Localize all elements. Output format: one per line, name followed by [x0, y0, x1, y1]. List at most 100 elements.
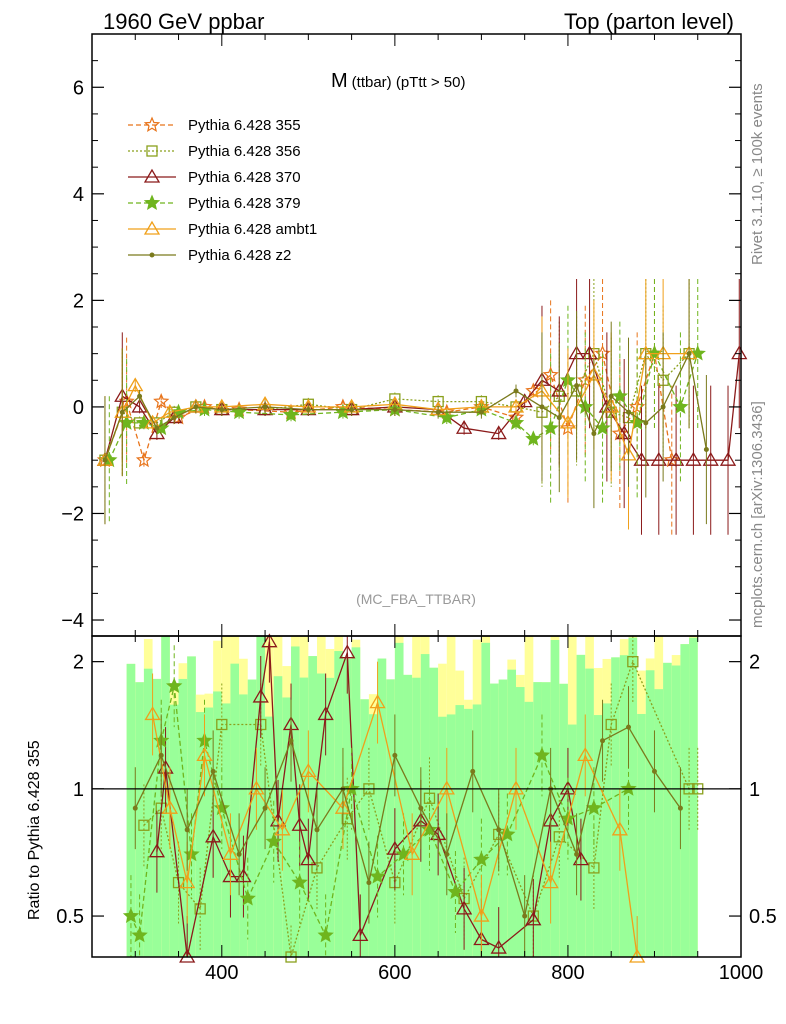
data-point: [542, 419, 559, 436]
data-point: [256, 401, 274, 416]
data-point: [513, 388, 519, 394]
data-point: [282, 406, 300, 422]
data-point: [626, 409, 632, 415]
rivet-label: Rivet 3.1.10, ≥ 100k events: [749, 83, 766, 265]
data-point: [672, 398, 689, 414]
header-right: Top (parton level): [564, 9, 734, 34]
y-tick-label: 0: [73, 397, 84, 419]
data-point: [165, 677, 183, 694]
data-point: [533, 746, 551, 763]
analysis-watermark: (MC_FBA_TTBAR): [356, 591, 476, 607]
data-point: [194, 903, 206, 915]
data-point: [574, 851, 580, 857]
ratio-band-inner: [611, 657, 620, 957]
ratio-uncertainty-bands: [126, 636, 698, 957]
ratio-band-inner: [446, 714, 456, 957]
ratio-band-inner: [265, 716, 274, 957]
ratio-band-inner: [689, 637, 698, 957]
series-line: [130, 686, 629, 938]
ratio-ylabel: Ratio to Pythia 6.428 355: [26, 740, 43, 920]
ratio-band-inner: [472, 704, 482, 957]
data-point: [153, 393, 170, 409]
data-point: [317, 926, 334, 943]
ratio-band-inner: [282, 697, 292, 957]
ratio-band-inner: [403, 674, 413, 957]
data-point: [274, 821, 291, 836]
data-point: [455, 419, 473, 434]
data-point: [685, 451, 702, 466]
data-point: [719, 451, 737, 466]
data-point: [608, 393, 614, 399]
ratio-band-inner: [680, 644, 690, 957]
data-point: [131, 926, 148, 943]
ratio-band-inner: [195, 712, 205, 957]
data-point: [392, 407, 398, 413]
data-point: [677, 805, 683, 811]
data-point: [291, 874, 308, 890]
ratio-band-inner: [126, 663, 136, 957]
data-point: [438, 780, 455, 795]
data-point: [118, 414, 135, 430]
ratio-band-inner: [351, 647, 361, 957]
legend-label: Pythia 6.428 370: [188, 169, 301, 186]
data-point: [179, 948, 196, 963]
data-point: [148, 843, 166, 858]
data-point: [138, 819, 150, 831]
data-point: [643, 420, 649, 426]
data-point: [239, 890, 256, 906]
ratio-y-tick-label-left: 2: [73, 652, 84, 674]
ratio-panel-series: [92, 633, 741, 963]
legend-entry: Pythia 6.428 355: [128, 116, 301, 134]
data-point: [210, 768, 216, 774]
data-point: [553, 831, 565, 843]
series-line: [151, 700, 638, 958]
data-point: [366, 880, 372, 886]
data-point: [438, 409, 455, 425]
data-point: [269, 812, 287, 827]
data-point: [667, 451, 685, 466]
ratio-band-inner: [671, 665, 681, 957]
ratio-band-inner: [593, 715, 603, 957]
ratio-band-inner: [368, 714, 378, 957]
data-point: [222, 846, 239, 860]
ratio-band-inner: [533, 682, 542, 957]
data-point: [626, 724, 632, 730]
data-point: [473, 851, 490, 867]
data-point: [219, 407, 225, 413]
data-point: [525, 911, 542, 926]
ratio-band-inner: [247, 679, 257, 957]
x-tick-label: 600: [378, 962, 411, 984]
data-point: [577, 747, 594, 762]
data-point: [444, 851, 450, 857]
data-point: [144, 706, 161, 721]
data-point: [611, 387, 629, 404]
data-point: [525, 382, 542, 398]
legend-marker: [149, 252, 155, 258]
data-point: [539, 404, 545, 410]
data-point: [262, 404, 268, 410]
series-pythia-6.428-z2: [132, 686, 683, 957]
main-panel-series: [96, 279, 748, 535]
data-point: [627, 655, 639, 668]
ratio-y-tick-label-left: 1: [73, 779, 84, 801]
data-point: [314, 827, 320, 833]
axes: −4 −2 0 2 4 6 400 600 800 1000 0.5 0.5 1 1 2 2: [56, 33, 777, 984]
data-point: [490, 425, 507, 440]
data-point: [349, 407, 355, 413]
series-line: [104, 352, 690, 461]
data-point: [135, 451, 153, 468]
data-point: [542, 874, 559, 889]
ratio-band-inner: [637, 713, 646, 957]
data-point: [184, 827, 190, 833]
ratio-band-inner: [524, 701, 534, 957]
ratio-band-inner: [386, 679, 395, 957]
legend-entry: Pythia 6.428 356: [128, 143, 301, 160]
ratio-band-inner: [567, 724, 577, 957]
ratio-band-inner: [143, 668, 153, 957]
legend-marker: [146, 145, 158, 157]
data-point: [339, 644, 356, 659]
data-point: [193, 404, 199, 410]
data-point: [455, 900, 473, 915]
data-point: [611, 821, 628, 836]
data-point: [300, 763, 317, 778]
